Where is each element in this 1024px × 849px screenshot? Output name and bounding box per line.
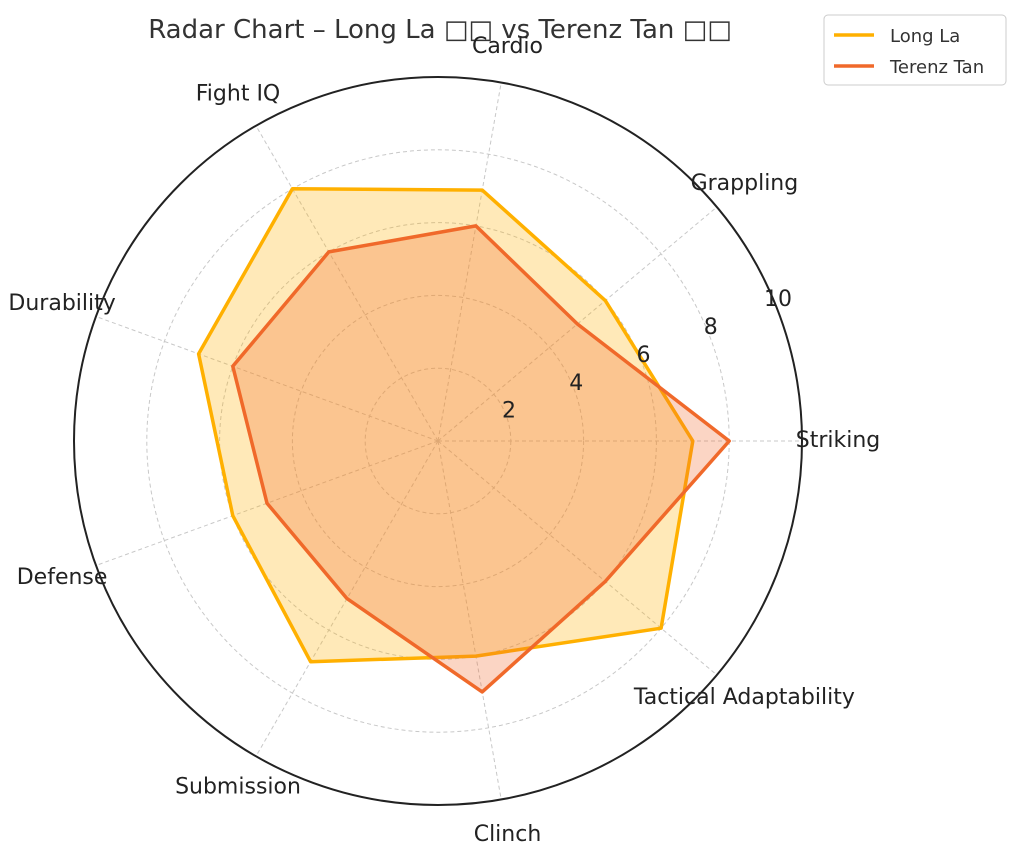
chart-title: Radar Chart – Long La □□ vs Terenz Tan □…	[148, 15, 732, 45]
series-line-terenz-tan	[231, 224, 731, 694]
axis-label-tactical-adaptability: Tactical Adaptability	[633, 685, 855, 710]
tick-label-8: 8	[704, 315, 718, 340]
series-line-long-la	[196, 187, 695, 664]
tick-label-6: 6	[637, 343, 651, 368]
spoke-clinch	[437, 440, 502, 800]
spoke-durability	[95, 316, 439, 442]
axis-label-cardio: Cardio	[472, 34, 543, 59]
series-fill-terenz-tan	[232, 225, 730, 692]
legend-label-terenz-tan: Terenz Tan	[889, 57, 984, 78]
axis-label-clinch: Clinch	[474, 822, 542, 847]
axis-label-submission: Submission	[175, 774, 301, 799]
tick-label-2: 2	[502, 399, 516, 424]
axis-label-grappling: Grappling	[691, 171, 799, 196]
grid-ring-4	[291, 294, 585, 588]
tick-labels: 2 4 6 8 10	[502, 287, 792, 423]
legend: Long La Terenz Tan	[823, 14, 1007, 86]
spoke-cardio	[437, 82, 502, 442]
axis-label-defense: Defense	[17, 565, 108, 590]
series-layer	[196, 187, 731, 694]
tick-label-10: 10	[764, 287, 792, 312]
outer-ring	[73, 76, 803, 806]
spoke-grappling	[437, 206, 718, 442]
axis-label-fight-iq: Fight IQ	[196, 82, 281, 107]
spoke-fight-iq	[255, 125, 439, 442]
tick-label-4: 4	[569, 371, 583, 396]
axis-labels: Striking Grappling Cardio Fight IQ Durabilit…	[8, 34, 880, 847]
axis-label-durability: Durability	[8, 291, 115, 316]
series-fill-long-la	[198, 188, 693, 662]
legend-label-long-la: Long La	[890, 26, 960, 47]
spoke-tactical-adaptability	[437, 440, 718, 676]
axis-label-striking: Striking	[796, 428, 881, 453]
